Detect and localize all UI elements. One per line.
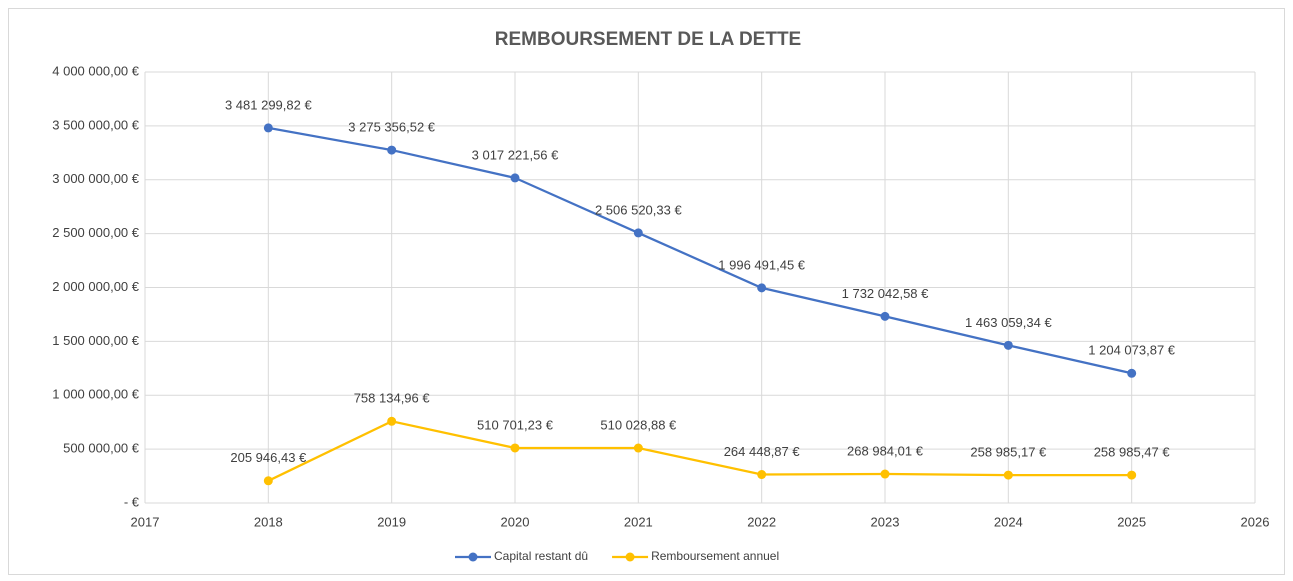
y-tick-label: 1 000 000,00 € xyxy=(52,387,140,402)
data-label: 258 985,47 € xyxy=(1094,445,1171,460)
data-label: 510 701,23 € xyxy=(477,417,554,432)
y-tick-label: 3 000 000,00 € xyxy=(52,171,140,186)
point xyxy=(510,443,520,453)
x-tick-label: 2022 xyxy=(747,514,776,529)
data-label: 3 481 299,82 € xyxy=(225,97,313,112)
x-tick-label: 2025 xyxy=(1117,514,1146,529)
point xyxy=(1127,470,1137,480)
point xyxy=(880,311,890,321)
y-tick-label: 2 000 000,00 € xyxy=(52,279,140,294)
legend-label: Remboursement annuel xyxy=(651,549,779,563)
data-label: 3 275 356,52 € xyxy=(348,120,436,135)
data-label: 1 996 491,45 € xyxy=(718,257,806,272)
chart-title: REMBOURSEMENT DE LA DETTE xyxy=(495,29,801,50)
point xyxy=(633,228,643,238)
point xyxy=(263,476,273,486)
point xyxy=(633,443,643,453)
x-tick-label: 2026 xyxy=(1241,514,1270,529)
x-tick-label: 2020 xyxy=(501,514,530,529)
series-line xyxy=(267,420,1132,482)
data-label: 1 204 073,87 € xyxy=(1088,343,1176,358)
legend-marker xyxy=(468,552,478,562)
point xyxy=(1127,368,1137,378)
data-label: 205 946,43 € xyxy=(230,450,307,465)
x-tick-label: 2021 xyxy=(624,514,653,529)
point xyxy=(510,173,520,183)
data-label: 268 984,01 € xyxy=(847,443,924,458)
data-label: 758 134,96 € xyxy=(354,391,431,406)
data-label: 1 732 042,58 € xyxy=(842,286,930,301)
chart-border xyxy=(8,8,1285,575)
y-tick-label: 2 500 000,00 € xyxy=(52,225,140,240)
y-tick-label: 1 500 000,00 € xyxy=(52,333,140,348)
point xyxy=(757,470,767,480)
series-line xyxy=(268,126,1132,375)
x-tick-label: 2023 xyxy=(871,514,900,529)
point xyxy=(387,145,397,155)
point xyxy=(1003,340,1013,350)
point xyxy=(880,469,890,479)
data-label: 2 506 520,33 € xyxy=(595,202,683,217)
point xyxy=(757,283,767,293)
data-label: 510 028,88 € xyxy=(600,417,677,432)
data-label: 3 017 221,56 € xyxy=(472,147,560,162)
y-tick-label: 500 000,00 € xyxy=(63,441,140,456)
y-tick-label: 3 500 000,00 € xyxy=(52,117,140,132)
x-tick-label: 2019 xyxy=(377,514,406,529)
x-tick-label: 2017 xyxy=(131,514,160,529)
point xyxy=(1003,470,1013,480)
x-tick-label: 2018 xyxy=(254,514,283,529)
data-label: 264 448,87 € xyxy=(724,444,801,459)
data-label: 258 985,17 € xyxy=(970,445,1047,460)
y-tick-label: 4 000 000,00 € xyxy=(52,63,140,78)
x-tick-label: 2024 xyxy=(994,514,1023,529)
point xyxy=(387,416,397,426)
y-tick-label: - € xyxy=(124,494,140,509)
data-label: 1 463 059,34 € xyxy=(965,315,1053,330)
legend-label: Capital restant dû xyxy=(494,549,588,563)
point xyxy=(263,123,273,133)
legend-marker xyxy=(625,552,635,562)
